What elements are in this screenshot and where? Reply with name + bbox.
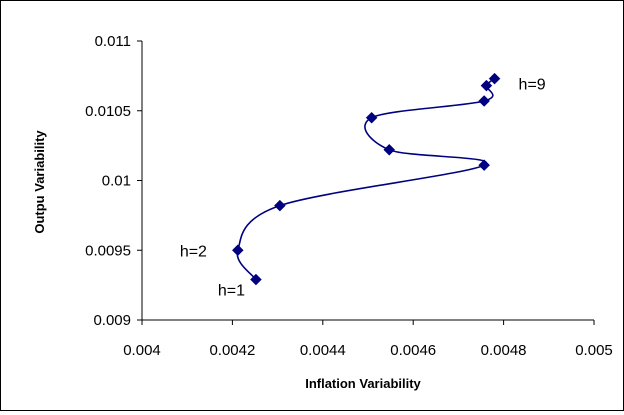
x-axis-title: Inflation Variability	[305, 376, 421, 391]
y-tick-label: 0.011	[95, 33, 131, 50]
data-point-marker	[478, 95, 491, 107]
data-point-marker	[383, 143, 396, 156]
data-point-marker	[250, 273, 262, 286]
x-tick-labels: 0.004 0.0042 0.0044 0.0046 0.0048 0.005	[123, 320, 613, 359]
y-axis-title: Outpu Variability	[32, 130, 47, 234]
x-tick-label: 0.0044	[300, 342, 346, 359]
x-tick-label: 0.004	[123, 342, 161, 359]
y-tick-label: 0.0095	[85, 242, 131, 259]
x-tick-label: 0.0046	[390, 342, 436, 359]
series-line	[236, 78, 496, 281]
annotations: h=1 h=2 h=9	[180, 77, 546, 300]
y-tick-labels: 0.009 0.0095 0.01 0.0105 0.011	[85, 33, 142, 329]
y-tick-label: 0.009	[93, 312, 131, 329]
data-point-marker	[488, 72, 501, 85]
y-tick-label: 0.01	[102, 173, 131, 190]
annotation-label: h=1	[218, 283, 245, 300]
data-markers	[231, 72, 501, 286]
data-point-marker	[480, 79, 493, 92]
data-point-marker	[365, 111, 378, 124]
annotation-label: h=9	[519, 77, 546, 94]
data-point-marker	[478, 159, 491, 172]
x-tick-label: 0.005	[575, 342, 613, 359]
data-point-marker	[274, 199, 286, 212]
x-tick-label: 0.0048	[481, 342, 527, 359]
annotation-label: h=2	[180, 243, 207, 260]
x-tick-label: 0.0042	[209, 342, 255, 359]
data-point-marker	[231, 244, 244, 257]
y-tick-label: 0.0105	[85, 103, 131, 120]
